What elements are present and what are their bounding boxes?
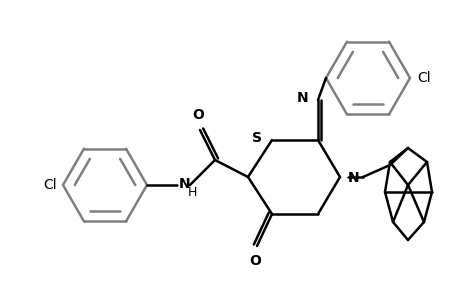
Text: N: N [296, 91, 308, 105]
Text: Cl: Cl [43, 178, 57, 192]
Text: Cl: Cl [416, 71, 430, 85]
Text: N: N [179, 177, 190, 191]
Text: O: O [248, 254, 260, 268]
Text: S: S [252, 131, 262, 145]
Text: N: N [347, 171, 359, 185]
Text: H: H [187, 185, 196, 199]
Text: O: O [192, 108, 203, 122]
